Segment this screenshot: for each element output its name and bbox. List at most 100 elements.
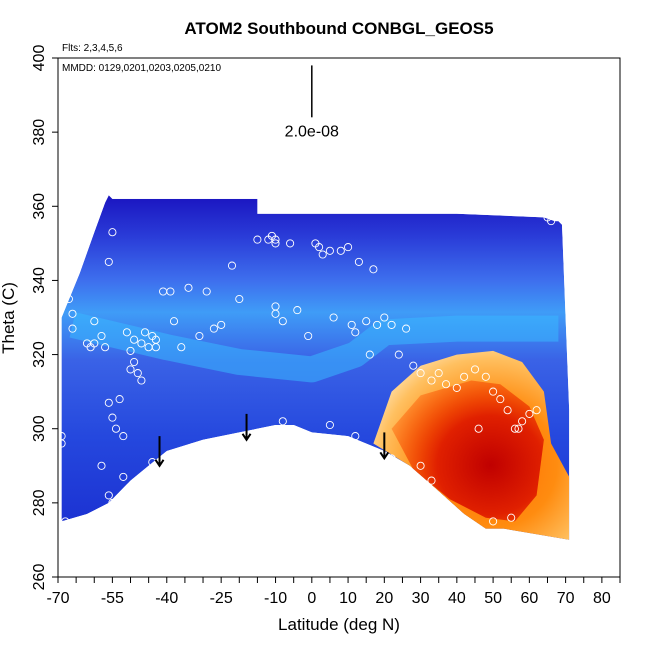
sample-point xyxy=(347,320,356,329)
sample-point xyxy=(108,413,117,422)
sample-point xyxy=(122,328,131,337)
sample-point xyxy=(474,424,483,433)
sample-point xyxy=(151,343,160,352)
sample-point xyxy=(293,306,302,315)
sample-point xyxy=(195,331,204,341)
sample-point xyxy=(115,395,124,404)
x-tick-label: 80 xyxy=(593,590,611,607)
sample-point xyxy=(351,328,360,337)
x-tick-label: -40 xyxy=(155,590,178,607)
sample-point xyxy=(351,432,360,441)
sample-point xyxy=(325,420,334,430)
sample-point xyxy=(507,513,516,522)
sample-point xyxy=(344,243,353,252)
sample-point xyxy=(271,235,280,244)
sample-point xyxy=(68,309,77,318)
sample-point xyxy=(61,517,70,526)
sample-point xyxy=(362,317,371,326)
x-tick-label: -25 xyxy=(210,590,233,607)
sample-points xyxy=(57,213,556,526)
x-tick-label: 70 xyxy=(557,590,575,607)
sample-point xyxy=(373,320,382,329)
sample-point xyxy=(409,361,418,370)
sample-point xyxy=(97,331,106,341)
sample-point xyxy=(184,283,193,292)
sample-point xyxy=(119,432,128,441)
level-arrow xyxy=(154,436,165,468)
x-axis-label: Latitude (deg N) xyxy=(278,615,400,634)
sample-point xyxy=(503,406,512,415)
sample-point xyxy=(130,357,139,367)
sample-point xyxy=(235,294,244,304)
sample-point xyxy=(318,250,327,259)
sample-point xyxy=(169,317,179,326)
sample-point xyxy=(126,365,135,374)
level-arrow-head xyxy=(241,433,252,442)
sample-point xyxy=(104,398,113,407)
plot-frame xyxy=(57,57,621,578)
sample-point xyxy=(86,343,95,352)
hot-core xyxy=(391,380,544,522)
sample-point xyxy=(253,235,262,244)
level-arrow xyxy=(241,413,252,442)
sample-point xyxy=(61,287,70,296)
sample-point xyxy=(452,383,461,392)
sample-point xyxy=(315,243,324,252)
sample-point xyxy=(325,246,334,255)
field-layer xyxy=(61,195,570,540)
sample-point xyxy=(140,328,150,337)
sample-point xyxy=(97,461,106,470)
scale-bar-label: 2.0e-08 xyxy=(285,123,339,140)
level-arrows xyxy=(154,413,390,468)
x-tick-label: 60 xyxy=(520,590,538,607)
sample-point xyxy=(104,257,113,266)
x-tick-label: 0 xyxy=(307,590,316,607)
sample-point xyxy=(64,294,73,304)
sample-point xyxy=(510,424,519,433)
x-tick-label: 10 xyxy=(339,590,357,607)
scale-bar: 2.0e-08 xyxy=(285,65,339,140)
sample-point xyxy=(427,476,436,485)
sample-point xyxy=(137,376,146,385)
sample-point xyxy=(278,417,287,426)
sample-point xyxy=(188,443,197,452)
sample-point xyxy=(416,461,425,470)
sample-point xyxy=(354,257,363,266)
sample-point xyxy=(489,387,498,396)
x-tick-label: 20 xyxy=(375,590,393,607)
sample-point xyxy=(336,246,345,255)
sample-point xyxy=(525,409,534,418)
sample-point xyxy=(90,317,99,326)
sample-point xyxy=(427,376,436,385)
y-tick-label: 340 xyxy=(31,267,48,294)
sample-point xyxy=(402,324,411,333)
sample-point xyxy=(547,217,556,226)
y-tick-label: 260 xyxy=(31,564,48,591)
sample-point xyxy=(532,406,541,415)
x-tick-label: -55 xyxy=(101,590,124,607)
y-tick-label: 360 xyxy=(31,193,48,220)
y-tick-label: 400 xyxy=(31,45,48,72)
sample-point xyxy=(481,372,490,381)
sample-point xyxy=(227,261,237,270)
sample-point xyxy=(441,380,451,389)
sample-point xyxy=(380,313,389,322)
level-arrow-head xyxy=(154,459,165,468)
sample-point xyxy=(387,454,396,463)
sample-point xyxy=(108,498,117,507)
sample-point xyxy=(68,324,77,333)
sample-point xyxy=(271,309,280,318)
sample-point xyxy=(278,317,287,326)
x-axis: -70 -55 -40 -25 -10 0 10 20 30 40 50 60 70 80 xyxy=(46,577,621,607)
sample-point xyxy=(394,350,403,359)
level-arrow-head xyxy=(379,451,390,461)
sample-point xyxy=(137,339,146,348)
flights-label: Flts: 2,3,4,5,6 xyxy=(62,43,123,54)
x-tick-label: 30 xyxy=(412,590,430,607)
sample-point xyxy=(111,424,121,433)
sample-point xyxy=(460,372,469,381)
sample-point xyxy=(130,335,139,344)
sample-point xyxy=(271,239,280,248)
x-tick-label: 40 xyxy=(448,590,466,607)
